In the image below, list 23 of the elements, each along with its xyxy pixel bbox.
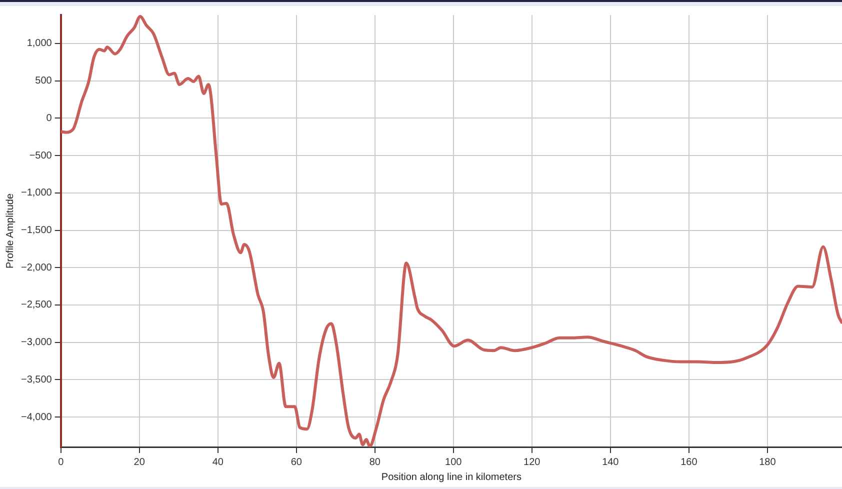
x-tick-label: 140 bbox=[602, 456, 620, 468]
y-tick-label: −3,500 bbox=[20, 374, 52, 386]
y-tick-label: −2,500 bbox=[20, 300, 52, 311]
x-tick-label: 180 bbox=[759, 456, 776, 468]
y-tick-label: −3,000 bbox=[20, 337, 52, 348]
x-tick-label: 100 bbox=[445, 456, 462, 468]
x-tick-label: 0 bbox=[58, 456, 64, 468]
x-tick-label: 160 bbox=[680, 456, 698, 468]
x-tick-label: 20 bbox=[134, 456, 146, 468]
y-tick-label: −500 bbox=[29, 150, 52, 162]
y-axis-title: Profile Amplitude bbox=[4, 193, 16, 269]
y-tick-label: 0 bbox=[46, 112, 52, 124]
y-tick-label: −4,000 bbox=[20, 412, 52, 423]
x-tick-label: 120 bbox=[524, 456, 541, 468]
y-tick-label: −1,000 bbox=[20, 188, 52, 199]
y-tick-label: 1,000 bbox=[26, 38, 52, 50]
y-tick-label: −2,000 bbox=[20, 262, 52, 274]
y-tick-label: 500 bbox=[35, 76, 52, 87]
x-tick-label: 60 bbox=[290, 456, 302, 468]
x-tick-label: 40 bbox=[212, 456, 224, 468]
y-tick-label: −1,500 bbox=[20, 225, 52, 236]
x-axis-title: Position along line in kilometers bbox=[381, 472, 522, 483]
x-tick-label: 80 bbox=[369, 456, 381, 468]
